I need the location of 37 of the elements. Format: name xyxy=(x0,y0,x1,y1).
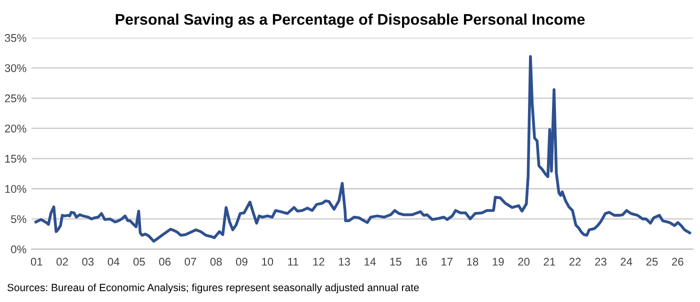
x-tick-label: 26 xyxy=(672,258,684,266)
x-tick-label: 02 xyxy=(56,258,68,266)
x-tick-label: 09 xyxy=(236,258,248,266)
x-tick-label: 12 xyxy=(313,258,324,266)
x-tick-label: 08 xyxy=(210,258,222,266)
x-tick-label: 13 xyxy=(338,258,350,266)
y-tick-label: 25% xyxy=(4,94,26,102)
x-tick-label: 20 xyxy=(518,258,530,266)
y-tick-label: 10% xyxy=(5,185,26,193)
chart-title: Personal Saving as a Percentage of Disposable Personal Income xyxy=(116,14,585,28)
x-tick-label: 03 xyxy=(82,258,94,266)
x-tick-label: 21 xyxy=(544,258,556,266)
x-tick-label: 16 xyxy=(416,258,427,266)
x-tick-label: 15 xyxy=(390,258,402,266)
x-tick-label: 14 xyxy=(364,258,376,266)
x-tick-label: 25 xyxy=(646,258,658,266)
y-tick-label: 5% xyxy=(11,215,26,224)
x-tick-label: 11 xyxy=(288,258,298,266)
y-tick-label: 30% xyxy=(4,64,26,72)
y-tick-label: 0% xyxy=(11,245,26,254)
x-tick-label: 07 xyxy=(184,258,196,266)
x-tick-label: 04 xyxy=(108,258,120,266)
source-note: Sources: Bureau of Economic Analysis; figures represent seasonally adjusted annual rate xyxy=(7,284,419,294)
y-tick-label: 15% xyxy=(5,154,26,163)
x-tick-label: 06 xyxy=(159,258,171,266)
x-tick-label: 05 xyxy=(133,258,145,266)
x-tick-label: 19 xyxy=(492,258,504,266)
y-tick-label: 35% xyxy=(4,34,26,42)
line-series xyxy=(34,55,692,243)
x-tick-label: 17 xyxy=(442,258,452,266)
x-tick-label: 24 xyxy=(620,258,632,266)
x-tick-label: 22 xyxy=(569,258,581,266)
x-tick-label: 01 xyxy=(30,258,42,266)
x-tick-label: 10 xyxy=(262,258,274,266)
x-tick-label: 18 xyxy=(467,258,478,266)
x-tick-label: 23 xyxy=(595,258,606,266)
y-tick-label: 20% xyxy=(4,124,26,132)
